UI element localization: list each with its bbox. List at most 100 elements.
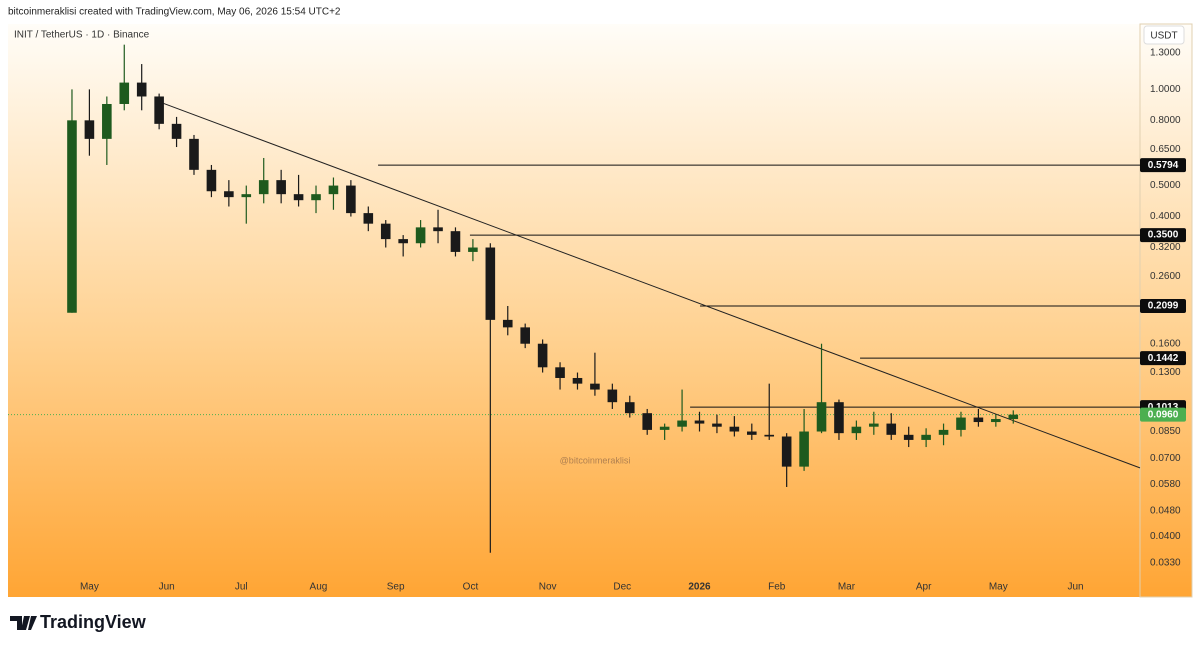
candle-body (956, 417, 966, 430)
candle-body (154, 96, 164, 124)
candle-body (84, 120, 95, 139)
symbol: INIT / TetherUS · 1D · Binance (14, 30, 150, 41)
candle-body (293, 194, 304, 201)
y-tick-label: 0.0400 (1150, 531, 1181, 542)
y-tick-label: 0.3200 (1150, 242, 1181, 253)
candle-body (851, 426, 862, 434)
x-tick-label: Dec (613, 582, 631, 593)
candle-body (224, 191, 234, 198)
candle-body (380, 223, 391, 240)
candle-body (590, 383, 600, 390)
y-tick-label: 0.0580 (1150, 479, 1181, 490)
y-tick-label: 0.4000 (1150, 211, 1181, 222)
y-tick-label: 0.1600 (1150, 338, 1181, 349)
x-tick-label: Mar (838, 582, 856, 593)
candle-body (694, 420, 705, 424)
candle-body (468, 247, 478, 252)
candle-body (398, 239, 408, 244)
candle-body (869, 423, 879, 427)
candle-body (607, 389, 618, 403)
level-label: 0.3500 (1148, 230, 1179, 241)
level-label-box (1140, 351, 1186, 366)
currency-box (1143, 25, 1185, 45)
candle-body (834, 402, 844, 434)
candle-body (102, 103, 112, 139)
x-tick-label: Oct (463, 582, 479, 593)
candle-body (537, 343, 548, 368)
candle-body (677, 420, 687, 427)
x-tick-label: Jul (235, 582, 248, 593)
x-tick-label: May (80, 582, 99, 593)
candle-body (799, 431, 809, 467)
chart-background (8, 24, 1192, 597)
candle-body (311, 194, 321, 201)
level-label-box (1140, 228, 1186, 243)
y-tick-label: 0.0480 (1150, 505, 1181, 516)
logo-text: TradingView (40, 612, 147, 632)
y-tick-label: 0.0330 (1150, 557, 1181, 568)
y-tick-label: 0.2600 (1150, 271, 1181, 282)
candle-body (555, 367, 565, 378)
level-label: 0.1442 (1148, 353, 1179, 364)
level-label-box (1140, 158, 1186, 173)
candle-body (206, 169, 217, 192)
level-label: 0.5794 (1148, 160, 1179, 171)
candle-body (991, 419, 1001, 423)
candle-body (119, 82, 130, 104)
candle-body (171, 123, 182, 139)
candle-body (136, 82, 147, 97)
x-tick-label: Aug (310, 582, 328, 593)
x-tick-label: 2026 (688, 582, 711, 593)
candle-body (485, 247, 496, 320)
y-tick-label: 0.1300 (1150, 367, 1181, 378)
candle-body (450, 231, 461, 252)
candle-body (572, 377, 583, 384)
x-tick-label: Jun (1067, 582, 1083, 593)
x-tick-label: Feb (768, 582, 786, 593)
x-tick-label: Nov (539, 582, 557, 593)
watermark: @bitcoinmeraklisi (560, 455, 631, 465)
candle-body (328, 185, 339, 195)
y-tick-label: 0.6500 (1150, 144, 1181, 155)
y-tick-label: 0.0850 (1150, 426, 1181, 437)
candle-body (781, 436, 792, 467)
candle-body (764, 434, 775, 437)
candle-body (938, 429, 949, 435)
candle-body (642, 413, 653, 430)
candle-body (973, 417, 984, 423)
candle-body (189, 138, 199, 170)
level-label: 0.2099 (1148, 301, 1179, 312)
y-tick-label: 1.0000 (1150, 84, 1181, 95)
candle-body (415, 227, 426, 244)
currency: USDT (1150, 31, 1177, 42)
candle-body (241, 194, 252, 198)
y-tick-label: 0.8000 (1150, 115, 1181, 126)
candle-body (346, 185, 356, 214)
trendline (154, 99, 1141, 469)
level-label-box (1140, 299, 1186, 314)
logo-icon (10, 616, 37, 630)
last-price-label: 0.0960 (1148, 409, 1179, 420)
y-tick-label: 1.3000 (1150, 48, 1181, 59)
level-label: 0.1013 (1148, 402, 1179, 413)
candle-body (886, 423, 897, 435)
candle-body (712, 423, 722, 427)
candle-body (747, 431, 757, 435)
candle-body (363, 213, 374, 224)
candle-body (276, 180, 286, 195)
candle-body (624, 402, 635, 414)
candle-body (520, 327, 530, 344)
candle-body (502, 319, 513, 328)
candle-body (433, 227, 443, 232)
candle-body (659, 426, 670, 430)
x-tick-label: Apr (916, 582, 932, 593)
logo: TradingView (10, 612, 147, 632)
y-tick-label: 0.5000 (1150, 180, 1181, 191)
candle-body (258, 180, 269, 195)
candle-body (903, 434, 914, 440)
candle-body (921, 434, 931, 440)
candle-body (816, 402, 827, 432)
x-tick-label: May (989, 582, 1008, 593)
candle-body (729, 426, 740, 432)
